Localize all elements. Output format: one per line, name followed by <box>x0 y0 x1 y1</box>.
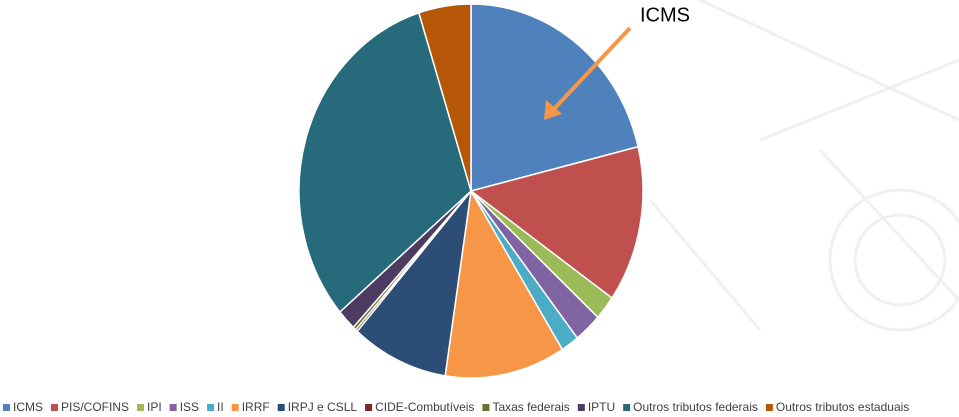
annotation-arrowhead <box>544 100 562 120</box>
legend-label: IRRF <box>242 400 270 414</box>
legend-label: PIS/COFINS <box>61 400 129 414</box>
legend-label: Outros tributos estaduais <box>776 400 909 414</box>
annotation-arrow <box>551 26 632 112</box>
pie-slice <box>470 3 640 192</box>
legend-swatch <box>577 404 585 411</box>
legend-swatch <box>231 404 239 411</box>
pie-slice <box>356 188 473 377</box>
legend-swatch <box>207 404 215 411</box>
legend-swatch <box>277 404 285 411</box>
legend-label: IRPJ e CSLL <box>288 400 358 414</box>
legend-swatch <box>169 404 177 411</box>
legend-swatch <box>765 404 773 411</box>
legend-label: IPTU <box>588 400 615 414</box>
legend-label: Outros tributos federais <box>633 400 758 414</box>
legend-swatch <box>482 404 490 411</box>
pie-slice <box>298 11 472 314</box>
legend-label: ICMS <box>13 400 43 414</box>
legend-swatch <box>623 404 631 411</box>
pie-slice <box>417 3 472 192</box>
legend: ICMS PIS/COFINS IPI ISS II IRRF IRPJ e CSLL CID… <box>3 400 909 414</box>
legend-swatch <box>137 404 145 411</box>
legend-label: II <box>217 400 224 414</box>
legend-swatch <box>365 404 373 411</box>
annotation: ICMS <box>640 4 690 26</box>
legend-label: Taxas federais <box>492 400 569 414</box>
legend-swatch <box>3 404 10 411</box>
legend-swatch <box>51 404 58 411</box>
pie-slice <box>469 145 644 300</box>
watermark <box>648 0 959 332</box>
pie-slice <box>444 188 564 379</box>
legend-label: IPI <box>147 400 162 414</box>
legend-label: CIDE-Combutíveis <box>375 400 474 414</box>
legend-label: ISS <box>180 400 199 414</box>
pie <box>298 3 644 379</box>
